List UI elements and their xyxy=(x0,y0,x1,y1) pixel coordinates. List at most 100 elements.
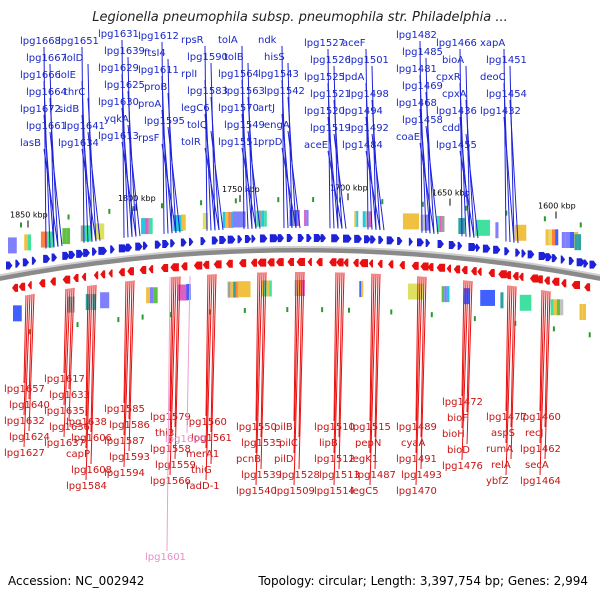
reverse-gene-arrow xyxy=(18,282,26,291)
feature-block xyxy=(149,287,154,304)
forward-gene-label: lpg1542 xyxy=(264,86,305,97)
forward-gene-arrow xyxy=(110,245,115,254)
forward-gene-arrow xyxy=(22,258,30,267)
reverse-gene-leader xyxy=(338,272,345,470)
forward-gene-label: lpg1498 xyxy=(348,89,389,100)
feature-block xyxy=(230,211,234,228)
reverse-gene-leader xyxy=(374,273,381,470)
reverse-gene-label: lpg1566 xyxy=(150,476,191,487)
reverse-gene-leader xyxy=(461,280,465,397)
feature-block xyxy=(235,281,239,298)
forward-gene-arrow xyxy=(583,259,589,268)
feature-block xyxy=(354,210,357,227)
reverse-gene-arrow xyxy=(551,277,560,286)
forward-gene-label: lpg1625 xyxy=(104,80,145,91)
forward-gene-label: lpg1551 xyxy=(218,137,259,148)
forward-gene-label: tolA xyxy=(218,35,238,46)
reverse-gene-leader xyxy=(255,272,263,486)
forward-gene-label: lpg1482 xyxy=(396,30,437,41)
reverse-gene-leader xyxy=(205,274,211,449)
reverse-gene-arrow xyxy=(81,272,87,281)
marker-tick xyxy=(421,201,424,207)
reverse-gene-leader xyxy=(415,276,423,486)
forward-gene-arrow xyxy=(180,238,187,247)
reverse-gene-arrow xyxy=(257,258,267,267)
reverse-gene-leader xyxy=(544,291,549,428)
forward-gene-label: lpg1520 xyxy=(304,106,345,117)
reverse-gene-label: thi3 xyxy=(155,428,174,439)
reverse-gene-arrow xyxy=(505,271,512,280)
feature-block xyxy=(444,286,447,303)
forward-gene-arrow xyxy=(397,236,403,245)
marker-tick xyxy=(473,316,476,322)
forward-gene-leader xyxy=(81,114,93,242)
forward-gene-leader xyxy=(419,40,423,233)
scale-label: 1750 kbp xyxy=(222,185,260,194)
forward-gene-arrow xyxy=(493,245,501,254)
feature-block xyxy=(556,299,561,316)
feature-block xyxy=(514,224,527,241)
forward-gene-leader xyxy=(210,130,224,230)
reverse-gene-arrow xyxy=(213,260,222,269)
feature-block xyxy=(233,281,236,298)
accession-label: Accession: NC_002942 xyxy=(8,574,145,588)
feature-block xyxy=(359,281,362,298)
forward-gene-leader xyxy=(459,82,467,237)
forward-gene-leader xyxy=(87,131,101,241)
forward-gene-arrow xyxy=(408,237,413,246)
reverse-gene-arrow xyxy=(329,258,337,267)
forward-gene-label: lpg1631 xyxy=(98,29,139,40)
reverse-gene-arrow xyxy=(399,261,405,270)
reverse-gene-arrow xyxy=(307,258,312,267)
forward-gene-label: coaE xyxy=(396,132,420,143)
feature-block xyxy=(495,222,499,239)
reverse-gene-leader xyxy=(90,284,97,465)
forward-gene-label: lpg1543 xyxy=(258,69,299,80)
reverse-gene-label: lpg1635 xyxy=(44,406,85,417)
forward-gene-label: lpg1664 xyxy=(26,87,67,98)
forward-gene-arrow xyxy=(188,237,194,246)
marker-tick xyxy=(160,203,163,209)
marker-tick xyxy=(76,322,79,328)
feature-block xyxy=(13,305,22,322)
forward-gene-leader xyxy=(204,79,212,231)
forward-gene-arrow xyxy=(142,241,148,250)
feature-block xyxy=(582,304,587,321)
forward-gene-leader xyxy=(247,130,261,229)
reverse-gene-leader xyxy=(123,281,127,404)
feature-block xyxy=(40,231,48,248)
reverse-gene-leader xyxy=(128,280,133,420)
reverse-gene-label: thiG xyxy=(191,465,212,476)
reverse-gene-arrow xyxy=(239,259,247,268)
forward-gene-arrow xyxy=(269,234,279,243)
reverse-gene-arrow xyxy=(536,275,543,284)
feature-block xyxy=(80,225,85,242)
reverse-gene-label: cyaA xyxy=(401,438,426,449)
forward-gene-leader xyxy=(167,126,181,233)
reverse-gene-arrow xyxy=(377,259,383,268)
forward-gene-arrow xyxy=(297,234,305,243)
reverse-gene-label: lpg1470 xyxy=(396,486,437,497)
feature-block xyxy=(148,218,153,235)
reverse-gene-label: capP xyxy=(66,449,90,460)
feature-block xyxy=(555,229,559,246)
forward-gene-arrow xyxy=(313,234,322,243)
forward-gene-leader xyxy=(365,116,377,230)
reverse-gene-arrow xyxy=(571,281,580,290)
feature-block xyxy=(425,214,430,231)
forward-gene-arrow xyxy=(364,235,371,244)
forward-gene-leader xyxy=(503,82,511,243)
reverse-gene-leader xyxy=(333,272,337,422)
reverse-gene-label: lpg1476 xyxy=(442,461,483,472)
scale-label: 1800 kbp xyxy=(118,194,156,203)
reverse-gene-label: lpg1637 xyxy=(44,438,85,449)
marker-tick xyxy=(552,326,555,332)
forward-gene-label: tolR xyxy=(181,137,201,148)
reverse-gene-arrow xyxy=(453,265,461,274)
forward-gene-leader xyxy=(459,48,463,237)
feature-block xyxy=(439,215,442,232)
forward-gene-leader xyxy=(327,150,343,229)
reverse-gene-label: lpg1464 xyxy=(520,476,561,487)
feature-block xyxy=(368,211,372,228)
marker-tick xyxy=(200,200,203,206)
